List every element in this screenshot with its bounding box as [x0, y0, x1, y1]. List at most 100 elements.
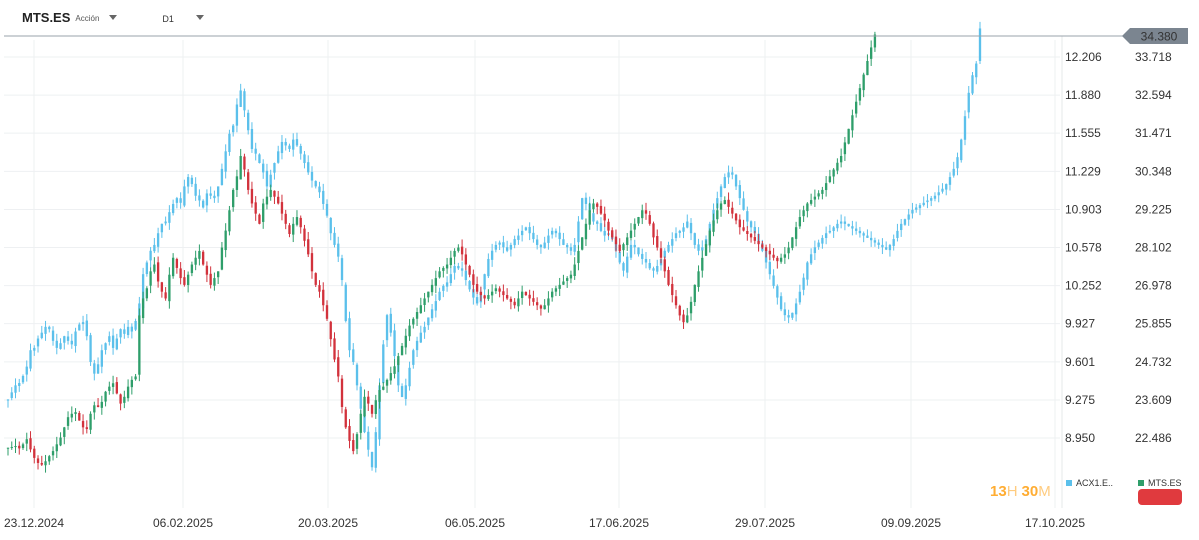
compare-series-candle	[776, 286, 779, 298]
x-tick-label: 17.10.2025	[1025, 516, 1085, 530]
y-right-tick-label: 26.978	[1135, 279, 1172, 293]
main-series-candle	[389, 373, 392, 381]
compare-series-candle	[911, 209, 914, 214]
compare-series-candle	[888, 244, 892, 251]
main-series-candle	[505, 295, 509, 299]
main-series-candle	[66, 417, 70, 426]
compare-series-candle	[21, 375, 25, 383]
main-series-candle	[558, 284, 561, 289]
compare-series-candle	[584, 197, 588, 204]
main-series-candle	[520, 291, 524, 298]
main-series-candle	[626, 237, 629, 246]
main-series-candle	[843, 142, 847, 155]
compare-series-candle	[956, 157, 959, 169]
compare-series-candle	[430, 309, 434, 319]
compare-series-candle	[156, 233, 160, 247]
compare-series-candle	[716, 198, 719, 209]
compare-series-candle	[772, 275, 775, 286]
y-right-tick-label: 22.486	[1135, 431, 1172, 445]
countdown-hours-unit: H	[1006, 483, 1018, 500]
symbol-name: MTS.ES	[22, 9, 71, 25]
chevron-down-icon[interactable]	[195, 14, 204, 20]
main-series-candle	[494, 288, 498, 292]
legend-item-main[interactable]: MTS.ES	[1138, 478, 1182, 488]
main-series-candle	[134, 376, 137, 380]
main-series-candle	[434, 278, 437, 286]
compare-series-candle	[952, 168, 955, 176]
compare-series-candle	[141, 274, 145, 309]
main-series-candle	[798, 217, 802, 227]
compare-series-candle	[637, 247, 640, 255]
compare-series-candle	[51, 330, 55, 341]
compare-series-candle	[528, 227, 531, 234]
compare-series-candle	[824, 233, 828, 239]
compare-series-candle	[562, 239, 565, 245]
compare-series-candle	[644, 258, 648, 263]
main-series-candle	[370, 405, 374, 414]
compare-series-candle	[862, 233, 865, 236]
symbol-type: Acción	[75, 13, 100, 23]
main-series-candle	[674, 296, 678, 306]
compare-series-candle	[693, 233, 696, 245]
main-series-candle	[149, 271, 152, 286]
main-series-candle	[483, 295, 486, 299]
compare-series-candle	[689, 222, 693, 234]
compare-series-candle	[216, 186, 220, 197]
compare-series-candle	[123, 329, 126, 334]
main-series-candle	[776, 257, 779, 262]
chevron-down-icon[interactable]	[109, 14, 118, 20]
compare-series-candle	[29, 350, 32, 369]
main-series-candle	[430, 284, 434, 293]
compare-series-candle	[719, 186, 723, 197]
compare-series-candle	[749, 221, 753, 228]
main-series-candle	[108, 386, 111, 391]
compare-series-candle	[333, 232, 336, 245]
legend-item-compare[interactable]: ACX1.E..	[1066, 478, 1113, 488]
compare-series-candle	[472, 289, 475, 298]
main-series-candle	[51, 451, 55, 456]
compare-series-candle	[509, 244, 513, 250]
compare-series-candle	[851, 226, 854, 229]
main-series-candle	[164, 292, 167, 299]
main-series-candle	[622, 244, 625, 251]
symbol-selector[interactable]: MTS.ES Acción	[22, 9, 118, 25]
compare-series-candle	[967, 92, 970, 113]
compare-series-candle	[592, 213, 595, 222]
candle-countdown: 13 H 30 M	[990, 483, 1055, 500]
compare-series-candle	[355, 364, 359, 386]
main-series-candle	[648, 215, 651, 224]
main-series-candle	[772, 254, 775, 258]
compare-series-candle	[933, 195, 937, 199]
main-series-candle	[498, 288, 501, 292]
compare-series-candle	[194, 183, 197, 196]
compare-series-candle	[877, 242, 880, 245]
compare-series-candle	[393, 330, 396, 357]
compare-series-candle	[671, 239, 674, 246]
main-series-candle	[472, 274, 475, 285]
main-series-candle	[198, 250, 201, 259]
main-series-candle	[355, 434, 359, 449]
main-series-candle	[337, 357, 340, 377]
compare-series-candle	[468, 281, 471, 290]
legend-label-main: MTS.ES	[1148, 478, 1182, 488]
main-series-candle	[708, 230, 711, 246]
main-series-candle	[509, 298, 513, 302]
main-series-candle	[764, 247, 768, 251]
timeframe-selector[interactable]: D1	[162, 11, 204, 24]
compare-series-candle	[307, 162, 310, 173]
compare-series-candle	[232, 125, 235, 133]
main-series-candle	[220, 247, 224, 270]
main-series-candle	[873, 34, 877, 48]
compare-series-candle	[682, 227, 685, 232]
compare-series-candle	[201, 200, 205, 208]
main-series-candle	[802, 210, 805, 217]
compare-series-candle	[224, 151, 227, 172]
compare-series-candle	[280, 141, 284, 154]
main-series-candle	[682, 314, 685, 323]
main-series-candle	[689, 301, 693, 314]
main-series-candle	[254, 202, 257, 214]
main-series-candle	[738, 219, 741, 228]
main-series-candle	[566, 278, 569, 281]
compare-series-candle	[903, 219, 907, 225]
